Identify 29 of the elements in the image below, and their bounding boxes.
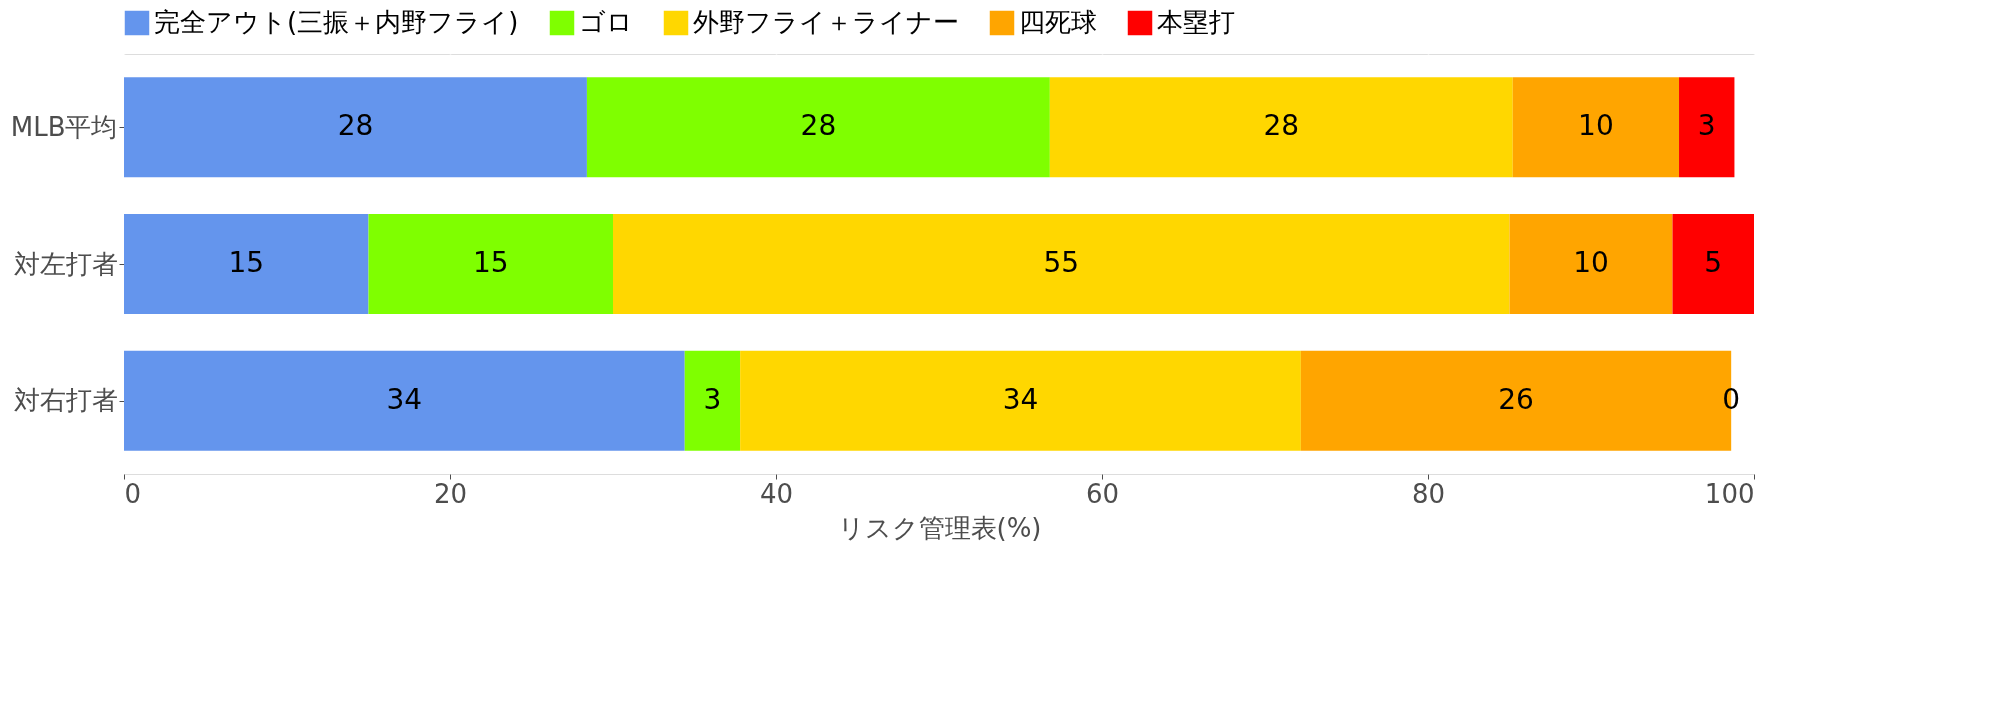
data-label: 10 — [1573, 246, 1609, 279]
data-label: 28 — [337, 109, 374, 143]
x-tick-label: 0 — [124, 478, 142, 509]
data-label: 26 — [1498, 382, 1534, 416]
data-label: 28 — [800, 109, 837, 143]
legend-label: 完全アウト(三振＋内野フライ) — [154, 7, 519, 37]
y-tick-label: 対右打者 — [13, 385, 118, 416]
legend-label: ゴロ — [579, 7, 633, 37]
data-label: 28 — [1263, 109, 1300, 143]
legend-label: 本塁打 — [1157, 7, 1235, 37]
x-tick-label: 40 — [759, 478, 794, 509]
y-tick-label: MLB平均 — [10, 111, 118, 142]
data-label: 34 — [386, 382, 423, 416]
data-label: 34 — [1002, 382, 1039, 416]
data-label: 3 — [1697, 109, 1716, 143]
legend-label: 四死球 — [1019, 7, 1097, 37]
x-axis-title: リスク管理表(%) — [837, 512, 1042, 543]
x-tick-label: 20 — [433, 478, 468, 509]
x-tick-label: 100 — [1704, 478, 1755, 509]
data-label: 3 — [703, 382, 722, 416]
data-label: 55 — [1043, 246, 1080, 279]
data-label: 15 — [472, 246, 509, 279]
data-label: 15 — [228, 246, 265, 279]
y-tick-label: 対左打者 — [13, 248, 118, 279]
data-label: 5 — [1704, 246, 1723, 279]
data-label: 10 — [1578, 109, 1614, 143]
x-tick-label: 60 — [1085, 478, 1120, 509]
legend-label: 外野フライ＋ライナー — [693, 7, 959, 37]
x-tick-label: 80 — [1411, 478, 1446, 509]
